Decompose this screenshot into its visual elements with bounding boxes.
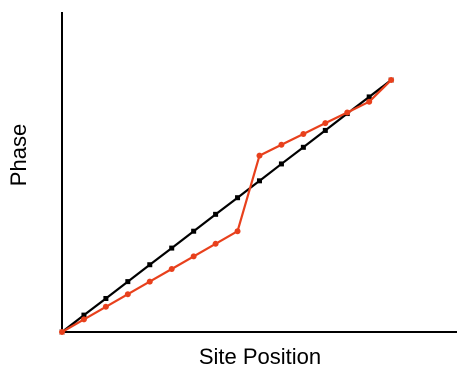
series-0-point-10 bbox=[278, 161, 284, 167]
series-1-point-5 bbox=[168, 266, 175, 273]
series-layer bbox=[59, 77, 395, 335]
series-1-point-7 bbox=[212, 240, 219, 247]
series-1-point-9 bbox=[256, 152, 263, 159]
series-0-point-7 bbox=[213, 211, 219, 217]
series-0-point-11 bbox=[300, 144, 306, 150]
series-1-point-11 bbox=[300, 130, 307, 137]
series-0-point-6 bbox=[191, 228, 197, 234]
series-1-point-12 bbox=[322, 120, 329, 127]
series-0-point-12 bbox=[322, 127, 328, 133]
series-1 bbox=[59, 77, 395, 335]
series-0-point-9 bbox=[256, 178, 262, 184]
series-1-line bbox=[61, 79, 392, 333]
series-1-point-6 bbox=[190, 253, 197, 260]
series-1-point-10 bbox=[278, 141, 285, 148]
series-0-line bbox=[61, 79, 392, 333]
series-1-point-15 bbox=[388, 77, 395, 84]
series-1-point-0 bbox=[59, 329, 65, 335]
series-1-point-4 bbox=[146, 278, 153, 285]
series-1-point-2 bbox=[102, 303, 109, 310]
series-0-point-3 bbox=[125, 279, 131, 285]
series-1-point-8 bbox=[234, 228, 241, 235]
plot-area bbox=[59, 12, 457, 335]
series-0-point-1 bbox=[81, 312, 87, 318]
series-1-point-14 bbox=[366, 98, 373, 105]
series-0-point-4 bbox=[147, 262, 153, 268]
x-axis-label: Site Position bbox=[199, 344, 321, 369]
series-0 bbox=[59, 77, 394, 335]
series-1-point-13 bbox=[344, 109, 351, 116]
y-axis-label: Phase bbox=[6, 124, 31, 186]
series-0-point-2 bbox=[103, 295, 109, 301]
series-1-point-3 bbox=[124, 291, 131, 298]
series-0-point-8 bbox=[235, 195, 241, 201]
series-1-point-1 bbox=[80, 316, 87, 323]
series-0-point-5 bbox=[169, 245, 175, 251]
series-0-point-14 bbox=[366, 94, 372, 100]
